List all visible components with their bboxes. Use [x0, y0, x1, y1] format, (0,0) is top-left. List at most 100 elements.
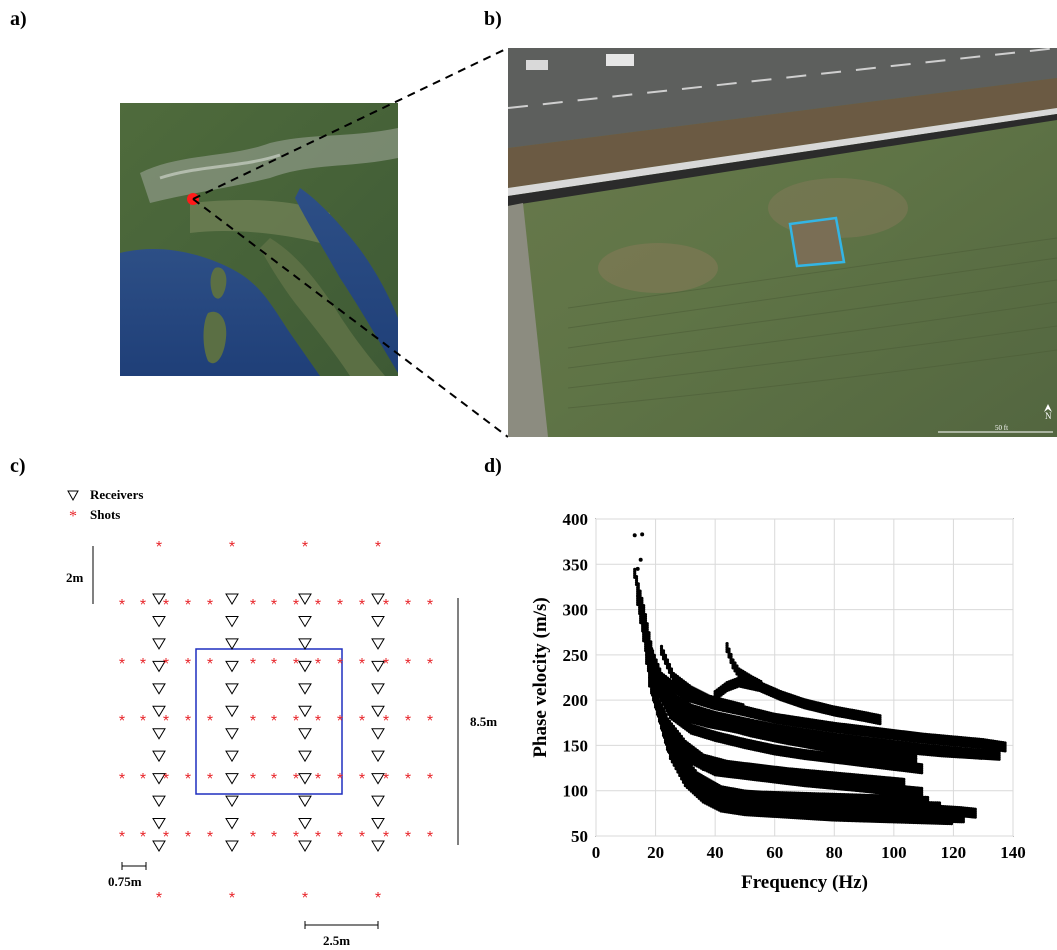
data-point	[802, 736, 807, 741]
data-point	[715, 737, 719, 741]
data-point	[759, 724, 763, 728]
data-point	[896, 768, 900, 772]
data-point	[703, 720, 707, 724]
data-point	[949, 743, 954, 747]
data-point	[759, 747, 763, 751]
data-point	[767, 719, 771, 723]
data-point	[818, 754, 822, 759]
data-point	[777, 726, 781, 730]
data-point	[787, 734, 791, 738]
data-point	[733, 722, 737, 726]
data-point	[765, 721, 769, 726]
data-point	[794, 726, 799, 731]
data-point	[902, 738, 906, 742]
data-point	[836, 749, 840, 753]
data-point	[844, 742, 848, 746]
data-point	[785, 733, 789, 737]
data-point	[711, 717, 715, 721]
data-point	[645, 637, 649, 642]
data-point	[967, 744, 971, 748]
data-point	[649, 646, 653, 650]
data-point	[808, 746, 813, 750]
data-point	[773, 730, 777, 734]
data-point	[677, 705, 682, 709]
data-point	[826, 742, 830, 747]
data-point	[789, 717, 793, 721]
data-point	[908, 743, 912, 747]
data-point	[888, 759, 892, 764]
data-point	[783, 749, 787, 754]
data-point	[840, 747, 844, 752]
data-point	[987, 738, 991, 743]
data-point	[685, 704, 689, 708]
data-point	[765, 729, 769, 733]
data-point	[926, 740, 930, 745]
data-point	[659, 699, 663, 703]
data-point	[922, 750, 926, 754]
data-point	[731, 718, 735, 722]
data-point	[741, 731, 745, 735]
data-point	[777, 724, 781, 728]
data-point	[928, 741, 932, 745]
data-point	[796, 747, 801, 752]
data-point	[649, 658, 653, 662]
data-point	[727, 722, 731, 726]
data-point	[866, 747, 870, 751]
data-point	[880, 766, 884, 770]
shot-marker: *	[140, 656, 146, 673]
data-point	[657, 678, 661, 682]
data-point	[854, 739, 858, 743]
data-point	[790, 730, 795, 734]
data-point	[822, 739, 826, 743]
data-point	[691, 712, 695, 717]
data-point	[874, 753, 878, 757]
data-point	[703, 718, 707, 722]
data-point	[963, 755, 967, 759]
data-point	[973, 739, 977, 743]
data-point	[888, 745, 892, 749]
data-point	[650, 667, 654, 671]
data-point	[729, 704, 733, 708]
data-point	[713, 720, 717, 724]
data-point	[638, 603, 642, 608]
data-point	[820, 742, 824, 746]
shot-marker: *	[185, 829, 191, 846]
data-point	[757, 708, 761, 713]
data-point	[810, 736, 815, 740]
data-point	[773, 744, 777, 748]
data-point	[735, 721, 739, 725]
data-point	[701, 709, 705, 713]
data-point	[872, 755, 876, 759]
data-point	[800, 731, 805, 736]
data-point	[910, 747, 914, 752]
data-point	[864, 764, 868, 768]
data-point	[826, 747, 830, 751]
data-point	[828, 721, 832, 725]
data-point	[800, 740, 805, 744]
data-point	[765, 737, 769, 741]
data-point	[670, 702, 674, 706]
data-point	[816, 730, 821, 734]
data-point	[785, 727, 789, 731]
data-point	[727, 719, 731, 724]
data-point	[981, 756, 985, 760]
data-point	[743, 721, 747, 725]
data-point	[864, 733, 868, 737]
data-point	[969, 747, 973, 752]
data-point	[699, 715, 703, 719]
data-point	[912, 756, 916, 760]
data-point	[844, 734, 848, 738]
data-point	[771, 731, 775, 735]
data-point	[902, 747, 906, 752]
data-point	[669, 702, 674, 706]
data-point	[777, 738, 781, 742]
data-point	[674, 710, 678, 714]
data-point	[777, 721, 781, 725]
data-point	[844, 746, 848, 750]
data-point	[779, 719, 783, 723]
data-point	[713, 714, 717, 718]
data-point	[912, 754, 916, 758]
data-point	[878, 735, 882, 739]
data-point	[665, 694, 669, 698]
data-point	[685, 714, 689, 718]
